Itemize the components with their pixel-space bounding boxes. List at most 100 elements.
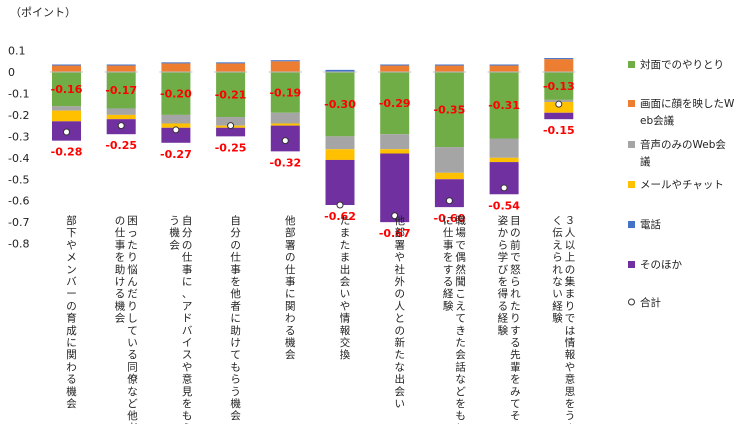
- bar-segment: [325, 149, 355, 160]
- category-label-char: な: [127, 386, 138, 398]
- category-label-char: ス: [182, 349, 193, 361]
- total-value-label: -0.60: [434, 212, 466, 225]
- category-label-char: だ: [127, 288, 138, 300]
- category-label-char: 署: [394, 239, 405, 251]
- category-label-char: 分: [230, 227, 241, 239]
- category-label-char: 得: [498, 288, 509, 300]
- bar-segment: [161, 114, 191, 124]
- category-label-char: た: [394, 349, 405, 361]
- category-label-char: す: [443, 264, 454, 276]
- bar-segment: [270, 72, 300, 113]
- category-label-char: 会: [455, 348, 466, 361]
- category-label-char: わ: [66, 361, 77, 373]
- category-label-char: や: [340, 300, 351, 312]
- category-label-char: そ: [510, 410, 521, 422]
- category-label-char: り: [127, 300, 138, 312]
- category-label-char: 場: [455, 226, 466, 239]
- category-label-char: 僚: [127, 373, 138, 386]
- category-label-char: 機: [285, 336, 296, 349]
- bar-segment: [106, 72, 136, 109]
- category-label-char: 仕: [182, 251, 193, 264]
- category-label-char: り: [510, 313, 521, 325]
- category-label-char: 事: [230, 263, 241, 276]
- bar-segment: [216, 62, 246, 64]
- category-label-char: を: [230, 276, 241, 288]
- category-label-char: 関: [66, 349, 77, 361]
- category-label-char: ー: [66, 288, 77, 300]
- category-label-char: 伝: [552, 227, 563, 239]
- segment-value-label: -0.29: [379, 97, 411, 110]
- category-label-char: 人: [565, 227, 576, 239]
- bar-segment: [106, 108, 136, 115]
- category-label-char: び: [498, 264, 509, 276]
- bar-segment: [489, 65, 519, 72]
- category-label-char: 他: [127, 409, 138, 422]
- bar-segment: [380, 64, 410, 66]
- category-label-char: 他: [394, 214, 405, 227]
- category-label-char: い: [127, 337, 138, 349]
- legend-label: 議: [640, 155, 651, 168]
- category-label-char: の: [115, 215, 126, 227]
- category-label-char: な: [552, 276, 563, 288]
- category-label-char: 仕: [230, 251, 241, 264]
- bar-segment: [434, 72, 464, 148]
- category-label-char: 会: [285, 348, 296, 361]
- category-label-char: の: [510, 422, 521, 424]
- bar-segment: [380, 65, 410, 72]
- category-label-char: バ: [66, 276, 77, 288]
- category-label-char: に: [182, 276, 193, 288]
- y-tick-label: -0.7: [8, 216, 29, 229]
- segment-value-label: -0.16: [51, 83, 83, 96]
- category-label-char: 者: [230, 300, 241, 312]
- category-label-char: た: [340, 215, 351, 227]
- category-label-char: な: [394, 361, 405, 373]
- bar-segment: [106, 114, 136, 120]
- bar-segment: [161, 62, 191, 64]
- category-label-char: を: [115, 252, 126, 264]
- bar-segment: [380, 149, 410, 154]
- category-label-char: 前: [510, 238, 521, 251]
- category-label-char: 仕: [115, 226, 126, 239]
- category-label-char: る: [510, 337, 521, 349]
- category-label-char: イ: [182, 337, 193, 349]
- legend-swatch: [628, 261, 635, 268]
- total-value-label: -0.62: [324, 210, 356, 223]
- category-label-char: ら: [552, 252, 563, 264]
- category-label-char: 学: [498, 251, 509, 264]
- category-label-char: 部: [66, 214, 77, 227]
- category-label-char: 者: [127, 422, 138, 424]
- category-label-char: た: [340, 239, 351, 251]
- bar-segment: [434, 147, 464, 173]
- category-label-char: を: [182, 398, 193, 410]
- category-label-char: の: [510, 227, 521, 239]
- legend-swatch: [628, 221, 635, 228]
- y-tick-label: -0.2: [8, 109, 29, 122]
- segment-value-label: -0.30: [324, 98, 356, 111]
- category-label-char: う: [565, 410, 576, 422]
- bar-group: -0.31 -0.54: [487, 64, 521, 212]
- category-label-char: れ: [552, 264, 563, 276]
- category-label-char: 育: [66, 312, 77, 325]
- category-label-char: 事: [285, 275, 296, 288]
- category-label-char: の: [394, 325, 405, 337]
- bar-segment: [544, 112, 574, 120]
- category-label-char: み: [510, 386, 521, 398]
- bar-segment: [216, 127, 246, 137]
- category-label-char: し: [127, 313, 138, 325]
- category-label-char: 部: [285, 226, 296, 239]
- bar-segment: [544, 72, 574, 100]
- segment-value-label: -0.19: [269, 86, 301, 99]
- bar-group: -0.21 -0.25: [214, 62, 248, 154]
- category-label-char: 験: [443, 299, 454, 312]
- category-label: 目の前で怒られたりする先輩をみてその姿から学びを得る経験: [498, 214, 521, 424]
- category-label-char: を: [510, 374, 521, 386]
- category-label-char: た: [510, 300, 521, 312]
- category-label-char: 会: [230, 409, 241, 422]
- segment-value-label: -0.35: [434, 104, 466, 117]
- bar-segment: [325, 136, 355, 150]
- legend-label: 対面でのやりとり: [640, 58, 724, 71]
- bar-segment: [216, 117, 246, 126]
- category-label-char: 意: [182, 373, 193, 386]
